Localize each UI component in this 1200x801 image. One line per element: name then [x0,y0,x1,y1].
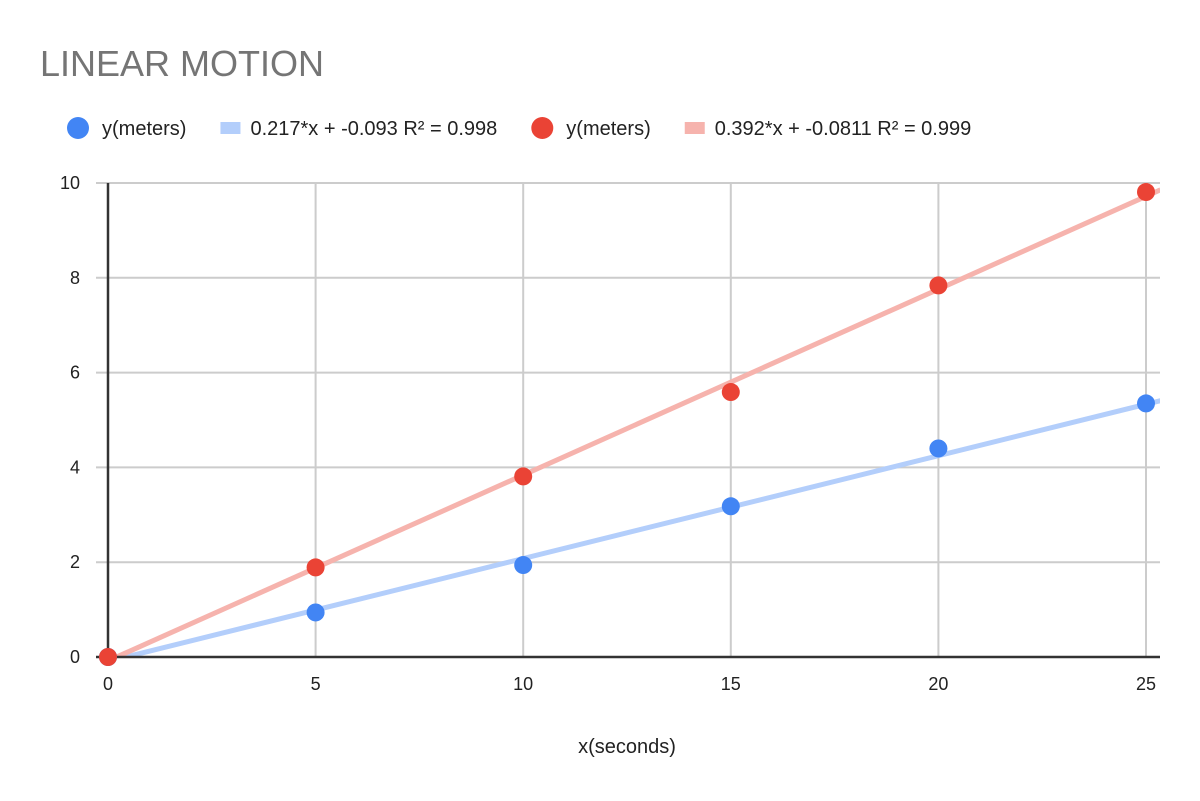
y-tick-label: 8 [70,268,80,288]
data-point-series-2 [99,648,117,666]
data-point-series-1 [929,439,948,458]
legend-marker-series-1 [67,117,89,139]
trendlines [110,187,1160,657]
x-tick-label: 5 [311,674,321,694]
data-point-series-1 [514,556,533,575]
y-tick-label: 4 [70,457,80,477]
legend-label-series-2: y(meters) [566,118,650,140]
legend-label-trendline-2: 0.392*x + -0.0811 R² = 0.999 [715,118,971,140]
legend-label-trendline-1: 0.217*x + -0.093 R² = 0.998 [250,118,497,140]
trendline-1 [115,398,1160,657]
data-point-series-2 [514,467,533,486]
y-tick-label: 6 [70,363,80,383]
y-tick-label: 10 [60,173,80,193]
y-tick-label: 0 [70,647,80,667]
x-tick-label: 25 [1136,674,1156,694]
data-point-series-1 [1137,394,1155,413]
legend-label-series-1: y(meters) [102,118,186,140]
trendline-2 [110,187,1160,657]
data-point-series-2 [306,558,325,577]
x-tick-label: 15 [721,674,741,694]
data-point-series-1 [306,603,325,622]
tick-labels: 0 2 4 6 8 10 0 5 10 15 20 25 [60,173,1156,694]
legend-marker-series-2 [531,117,554,139]
x-tick-label: 10 [513,674,533,694]
grid [96,182,1160,658]
legend: y(meters) 0.217*x + -0.093 R² = 0.998 y(me… [67,117,971,140]
data-point-series-2 [721,383,740,402]
chart-title: LINEAR MOTION [40,43,324,84]
legend-marker-trendline-1 [220,122,241,134]
y-tick-label: 2 [70,552,80,572]
data-point-series-2 [929,276,948,295]
data-point-series-1 [721,497,740,516]
legend-marker-trendline-2 [684,122,705,134]
data-point-series-2 [1137,183,1155,202]
x-tick-label: 20 [928,674,948,694]
x-axis-label: x(seconds) [578,736,676,758]
axes [96,183,1160,659]
x-tick-label: 0 [103,674,113,694]
data-points [99,183,1155,666]
